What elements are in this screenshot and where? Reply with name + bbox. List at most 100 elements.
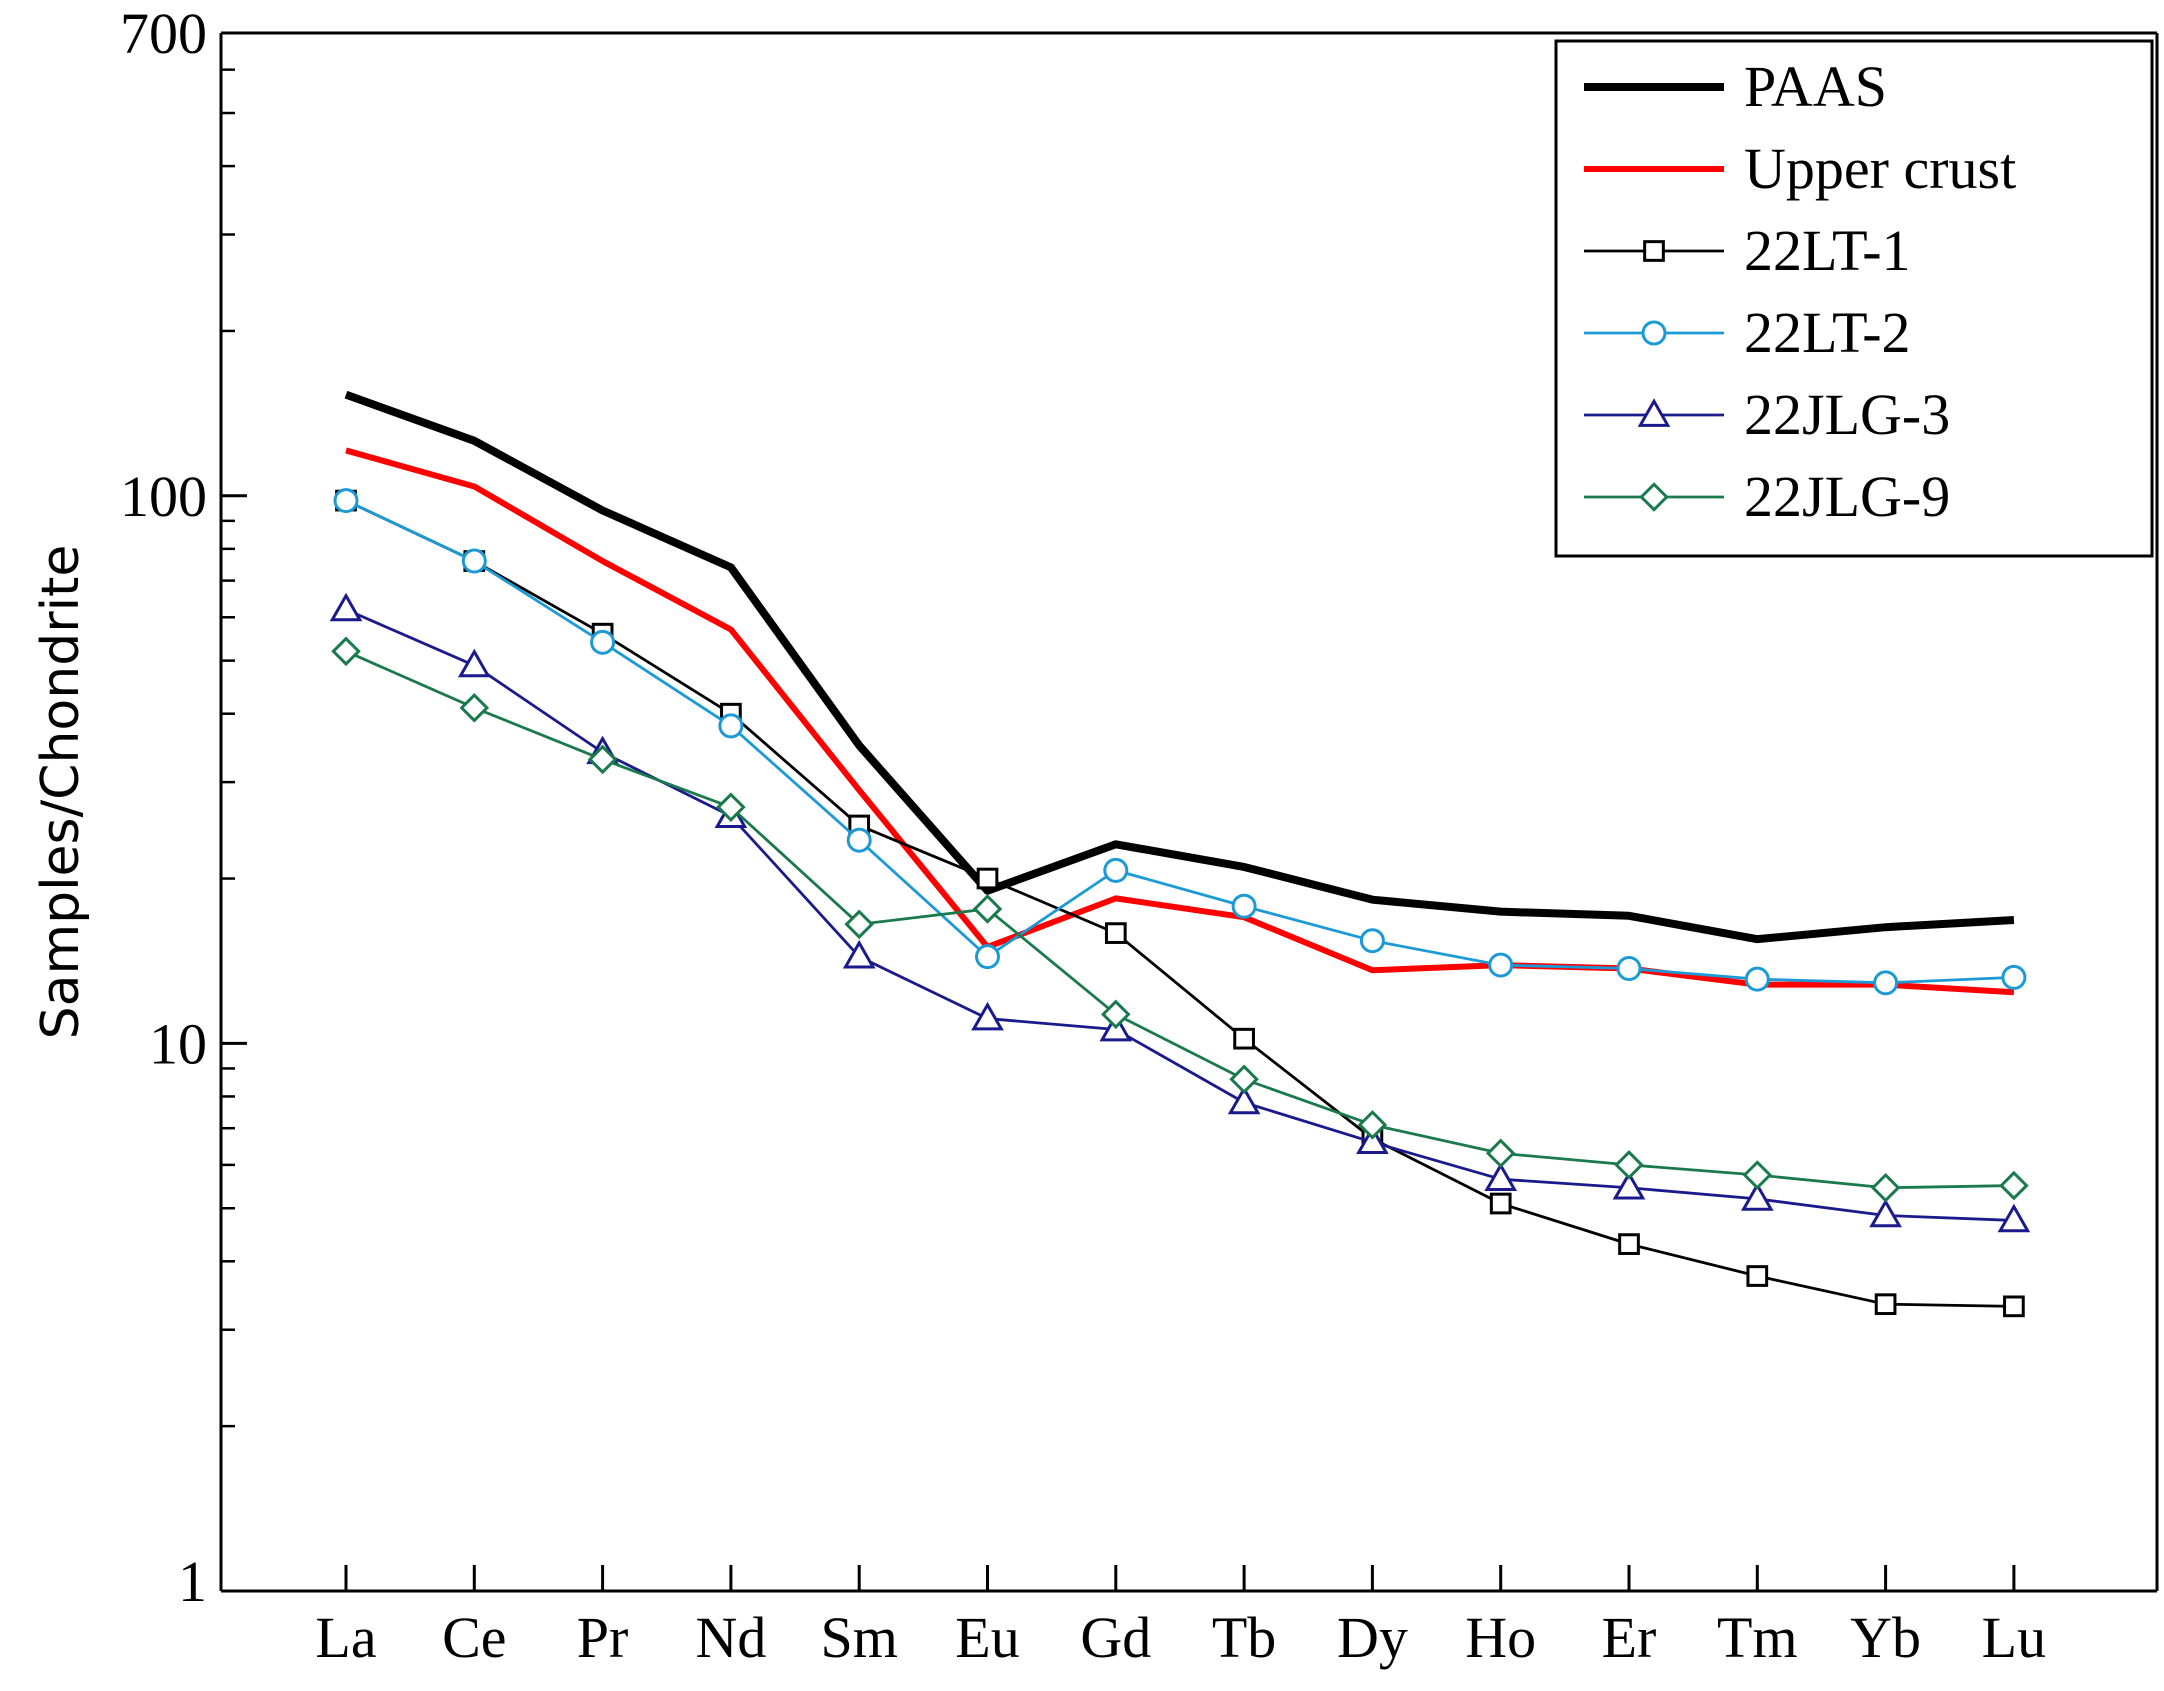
data-point [590,629,616,655]
data-point [1616,956,1642,982]
data-point [1233,1027,1255,1050]
series-line [344,390,2015,944]
legend-label: 22JLG-9 [1744,464,1950,529]
legend: PAAS Upper crust 22LT-1 22LT-2 22JLG-3 22JLG-… [1554,39,2154,558]
series-upper-crust [345,447,2015,996]
legend-marker [1641,320,1667,346]
legend-box [1554,39,2154,558]
data-point [1612,1170,1646,1200]
data-point [1357,1110,1388,1140]
x-tick-label: Ho [1465,1605,1536,1670]
data-point [976,867,999,890]
axis-ticks: 1 10 100 700 La Ce Pr Nd Sm Eu Gd Tb Dy Ho Er Tm Yb Lu [120,1,2046,1670]
legend-label: PAAS [1744,54,1887,119]
data-point [1997,1203,2031,1233]
data-point [1485,1138,1516,1169]
data-point [1744,966,1770,992]
data-point [1870,1172,1901,1203]
series-line [345,650,2014,1190]
series-22lt-2 [333,488,2027,996]
data-point [1869,1198,1902,1228]
x-tick-label: Gd [1080,1605,1151,1670]
legend-entry: 22LT-2 [1584,300,1911,365]
series-line [345,447,2015,996]
y-tick-label: 1 [178,1549,207,1614]
data-point [842,939,876,969]
x-tick-label: Pr [577,1605,629,1670]
legend-entry: 22JLG-9 [1584,464,1950,529]
data-point [331,636,361,667]
data-point [844,909,874,940]
data-point [1103,857,1129,883]
data-point [1484,1162,1518,1191]
data-point [1104,922,1127,944]
legend-label: 22LT-1 [1744,218,1911,283]
y-tick-label: 100 [120,464,207,529]
series-line [345,499,2014,1308]
legend-entry: 22LT-1 [1584,218,1911,283]
legend-marker [1643,240,1665,262]
data-point [1489,1192,1512,1215]
legend-label: 22JLG-3 [1744,382,1950,447]
data-point [1740,1182,1774,1211]
axes [219,31,2159,1593]
data-point [1488,952,1514,978]
series-22jlg-3 [329,592,2031,1233]
series-layer [329,390,2031,1318]
data-point [846,827,872,853]
legend-entry: Upper crust [1584,136,2016,201]
y-tick-label: 10 [149,1011,207,1076]
legend-label: 22LT-2 [1744,300,1911,365]
x-tick-label: Nd [695,1605,766,1670]
legend-marker [1637,398,1671,427]
x-tick-label: Lu [1982,1605,2046,1670]
data-point [1742,1160,1773,1190]
data-point [457,648,491,678]
data-point [718,713,744,739]
data-point [1231,893,1257,919]
data-point [1101,999,1131,1030]
data-point [1614,1150,1644,1180]
data-point [587,744,618,775]
data-point [329,592,363,622]
data-point [1227,1085,1261,1115]
x-tick-label: Er [1602,1605,1657,1670]
series-paas [344,390,2015,944]
series-22jlg-9 [331,636,2029,1203]
data-point [1359,928,1385,954]
series-line [345,499,2014,985]
data-point [333,488,359,514]
x-tick-label: Eu [955,1605,1019,1670]
data-point [1999,1170,2029,1201]
data-point [1874,1293,1897,1316]
data-point [975,944,1000,970]
x-tick-label: La [315,1605,376,1670]
legend-label: Upper crust [1744,136,2016,201]
data-point [2003,1295,2025,1318]
x-tick-label: Tb [1212,1605,1276,1670]
data-point [971,1001,1004,1031]
x-tick-label: Sm [821,1605,898,1670]
data-point [2001,964,2027,990]
x-tick-label: Tm [1717,1605,1798,1670]
data-point [972,894,1003,924]
data-point [1356,1125,1389,1155]
data-point [1873,970,1899,996]
series-line [345,608,2014,1222]
data-point [461,548,487,574]
series-22lt-1 [335,489,2025,1318]
data-point [1229,1064,1259,1095]
y-tick-label: 700 [120,1,207,66]
data-point [1618,1233,1640,1255]
data-point [716,792,746,822]
legend-entry: PAAS [1584,54,1887,119]
x-tick-label: Yb [1850,1605,1921,1670]
x-tick-label: Ce [442,1605,506,1670]
data-point [459,693,490,723]
legend-entry: 22JLG-3 [1584,382,1950,447]
x-tick-label: Dy [1337,1605,1408,1670]
data-point [1746,1265,1769,1287]
y-axis-label: Samples/Chondrite [31,545,91,1040]
legend-marker [1639,482,1669,512]
